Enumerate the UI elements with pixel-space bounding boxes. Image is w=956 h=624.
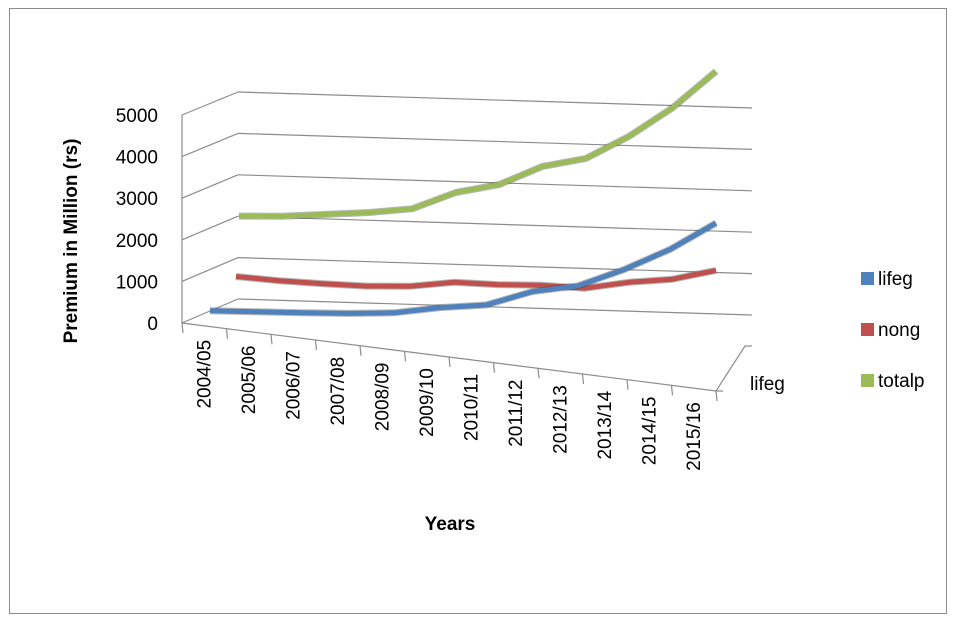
y-tick-label: 5000 bbox=[116, 106, 158, 127]
series-shadow-totalp bbox=[238, 68, 719, 220]
x-tick-mark bbox=[270, 334, 273, 345]
legend: lifeg nong totalp bbox=[861, 269, 924, 392]
x-tick-mark bbox=[626, 379, 629, 390]
y-tick-label: 2000 bbox=[116, 231, 158, 252]
y-tick-label: 0 bbox=[147, 314, 158, 335]
series-line-lifeg bbox=[209, 220, 718, 316]
legend-swatch-nong bbox=[861, 323, 874, 336]
series-lines bbox=[209, 68, 719, 317]
legend-label-lifeg: lifeg bbox=[878, 269, 913, 290]
gridline-0 bbox=[237, 298, 753, 316]
series-line-totalp bbox=[238, 69, 718, 219]
y-tick-label: 3000 bbox=[116, 189, 158, 210]
legend-label-totalp: totalp bbox=[878, 371, 924, 392]
x-tick-label: 2004/05 bbox=[194, 340, 215, 409]
x-tick-mark bbox=[492, 362, 496, 373]
legend-label-nong: nong bbox=[878, 320, 920, 341]
series-line-nong bbox=[235, 267, 717, 291]
x-tick-label: 2005/06 bbox=[239, 346, 260, 415]
gridline-4 bbox=[237, 132, 753, 150]
legend-swatch-lifeg bbox=[861, 272, 874, 285]
gridline-5 bbox=[237, 91, 753, 109]
gridline-1 bbox=[237, 257, 753, 275]
side-gridline-1 bbox=[181, 257, 239, 282]
side-gridline-3 bbox=[181, 174, 239, 199]
chart-frame: 0 1000 2000 3000 4000 5000 2004/05 2005/06 2006… bbox=[9, 8, 947, 614]
x-tick-labels: 2004/05 2005/06 2006/07 2007/08 2008/09 2009/… bbox=[194, 340, 705, 471]
x-tick-label: 2015/16 bbox=[684, 402, 705, 471]
x-tick-mark bbox=[670, 385, 674, 396]
y-tick-labels: 0 1000 2000 3000 4000 5000 bbox=[116, 106, 158, 335]
y-axis-title: Premium in Million (rs) bbox=[61, 139, 82, 344]
x-axis-title: Years bbox=[425, 514, 476, 535]
gridlines bbox=[181, 91, 753, 324]
x-tick-label: 2014/15 bbox=[639, 397, 660, 466]
x-tick-mark bbox=[715, 390, 718, 402]
gridline-3 bbox=[237, 174, 753, 192]
side-gridline-2 bbox=[181, 215, 239, 241]
x-tick-mark bbox=[537, 368, 540, 379]
x-tick-label: 2012/13 bbox=[550, 385, 571, 454]
x-tick-label: 2006/07 bbox=[283, 351, 304, 420]
x-tick-label: 2010/11 bbox=[461, 374, 482, 441]
x-tick-mark bbox=[359, 345, 362, 356]
x-tick-mark bbox=[225, 328, 229, 339]
series-shadow-lifeg bbox=[209, 220, 718, 317]
x-tick-mark bbox=[448, 356, 451, 368]
y-tick-label: 1000 bbox=[116, 272, 158, 293]
x-tick-mark bbox=[314, 339, 318, 351]
line-chart-3d: 0 1000 2000 3000 4000 5000 2004/05 2005/06 2006… bbox=[61, 68, 924, 535]
legend-swatch-totalp bbox=[861, 374, 874, 387]
side-gridline-4 bbox=[181, 132, 239, 158]
x-tick-label: 2008/09 bbox=[372, 363, 393, 432]
x-tick-label: 2013/14 bbox=[595, 390, 616, 459]
x-tick-label: 2009/10 bbox=[417, 368, 438, 437]
side-gridline-5 bbox=[181, 91, 239, 116]
depth-axis-line bbox=[715, 345, 746, 392]
x-tick-mark bbox=[181, 322, 184, 334]
axes bbox=[181, 115, 752, 402]
x-tick-mark bbox=[403, 351, 407, 362]
depth-axis-label: lifeg bbox=[750, 374, 785, 395]
x-tick-label: 2007/08 bbox=[328, 357, 349, 426]
x-tick-label: 2011/12 bbox=[506, 380, 527, 447]
x-tick-mark bbox=[581, 373, 585, 385]
gridline-2 bbox=[237, 215, 753, 233]
y-tick-label: 4000 bbox=[116, 148, 158, 169]
